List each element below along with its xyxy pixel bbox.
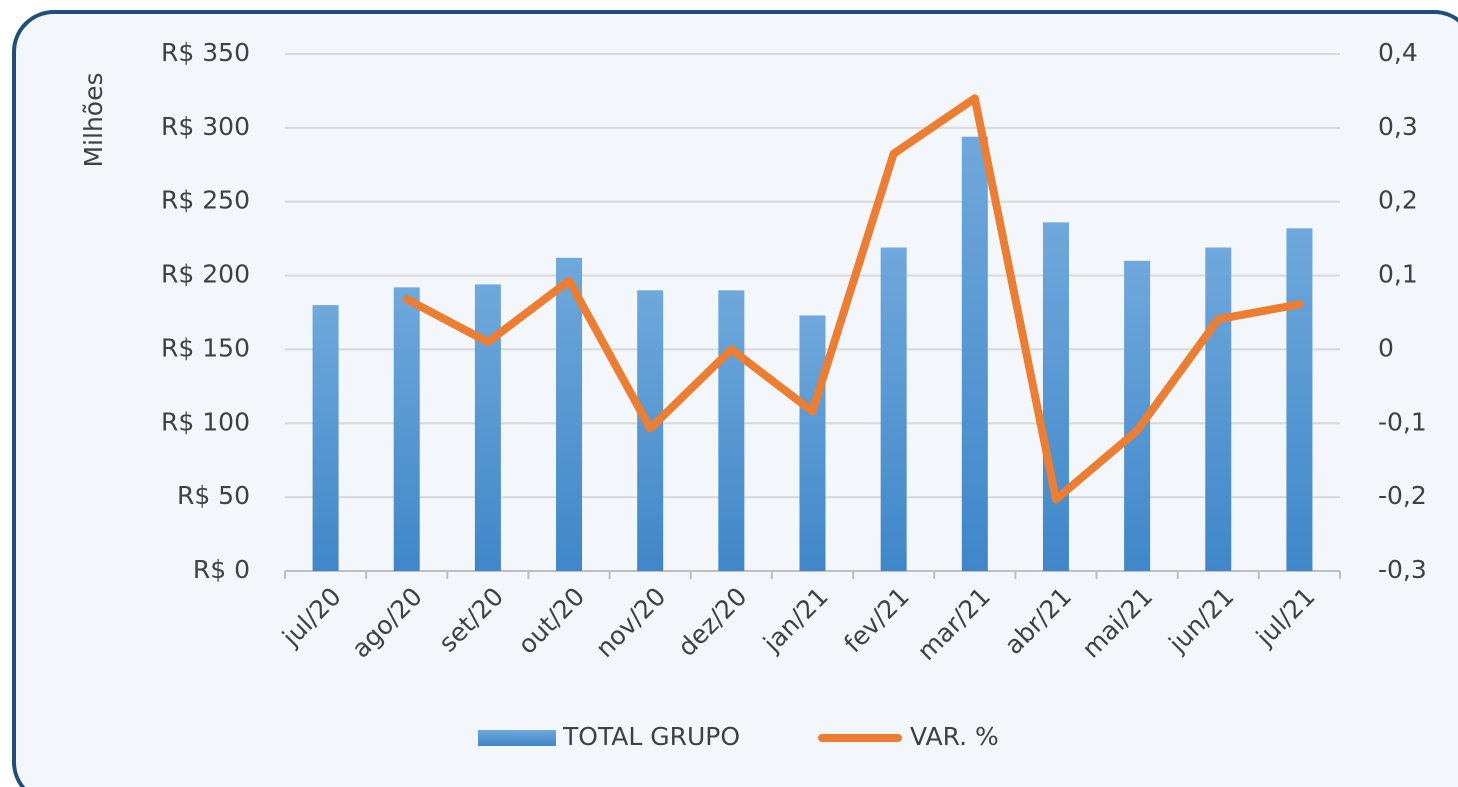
bar	[880, 247, 907, 571]
y2-tick-label: 0,4	[1378, 38, 1418, 67]
bar	[393, 287, 420, 571]
bar	[799, 315, 826, 571]
y-tick-label: R$ 0	[193, 555, 250, 584]
y-tick-label: R$ 300	[161, 112, 250, 141]
y-tick-label: R$ 200	[161, 260, 250, 289]
bar	[1286, 228, 1313, 571]
y2-tick-label: 0	[1378, 333, 1394, 362]
y2-tick-label: 0,3	[1378, 112, 1418, 141]
bar	[556, 257, 583, 571]
line	[402, 94, 1304, 504]
bar	[1042, 222, 1069, 571]
y2-tick-label: -0,1	[1378, 407, 1427, 436]
y2-tick-label: -0,3	[1378, 555, 1427, 584]
legend-label: VAR. %	[910, 722, 999, 751]
y2-tick-label: 0,1	[1378, 260, 1418, 289]
y-tick-label: R$ 250	[161, 186, 250, 215]
y2-tick-label: -0,2	[1378, 481, 1427, 510]
y-tick-label: R$ 350	[161, 38, 250, 67]
bar	[474, 284, 501, 571]
y-axis-title: Milhões	[79, 72, 108, 167]
bar	[961, 136, 988, 571]
y-tick-label: R$ 150	[161, 333, 250, 362]
bar	[312, 305, 339, 571]
y-tick-label: R$ 100	[161, 407, 250, 436]
y2-tick-label: 0,2	[1378, 186, 1418, 215]
y-tick-label: R$ 50	[177, 481, 250, 510]
legend-swatch	[478, 730, 556, 746]
bar	[718, 290, 745, 571]
bar	[1205, 247, 1232, 571]
legend-label: TOTAL GRUPO	[562, 722, 740, 751]
